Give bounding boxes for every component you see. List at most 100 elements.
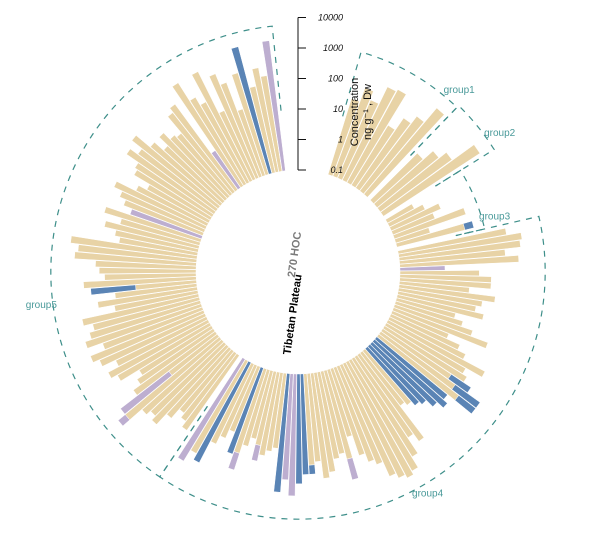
bar [177, 357, 246, 462]
bar [129, 208, 203, 240]
bar [102, 306, 204, 350]
bar [351, 124, 396, 188]
bar [339, 363, 397, 477]
bar [372, 338, 448, 409]
bar [218, 110, 256, 181]
axis-tick-label: 0.1 [330, 165, 343, 175]
bar [98, 267, 197, 274]
bar [250, 369, 274, 440]
group-label: group3 [479, 211, 511, 222]
radial-axis: 0.1 1 10 100 1000 10000 Concentration ng g⁻¹ , … [297, 13, 374, 175]
bar [332, 87, 374, 179]
bar [337, 99, 379, 181]
bar [384, 322, 467, 374]
bar [169, 134, 231, 199]
bar [227, 367, 268, 471]
bar [151, 344, 229, 425]
axis-tick-label: 1000 [323, 43, 343, 53]
bar [229, 365, 261, 433]
bar [356, 352, 425, 442]
bar [396, 294, 485, 321]
bar [389, 313, 461, 351]
bar [399, 277, 492, 290]
bar [119, 218, 201, 246]
group-outline [410, 104, 495, 187]
bar [394, 300, 464, 327]
bar [167, 112, 236, 195]
bar [345, 360, 414, 479]
bar [163, 145, 226, 204]
bar [392, 207, 467, 240]
bar [104, 272, 197, 281]
bar [189, 96, 247, 187]
bar [399, 274, 492, 283]
bar [300, 373, 310, 475]
bar [359, 115, 425, 195]
bar [364, 346, 420, 406]
bar [117, 322, 212, 382]
bar [92, 296, 201, 331]
bar [306, 372, 322, 463]
bar [150, 341, 227, 417]
bar [265, 372, 284, 452]
bar [320, 370, 345, 455]
bar [193, 360, 252, 464]
bar [258, 371, 281, 457]
bar [226, 366, 264, 455]
bar [114, 290, 199, 312]
bar [303, 373, 316, 475]
bar [326, 368, 353, 438]
bar [251, 67, 279, 173]
bar [389, 203, 442, 232]
bar [137, 148, 219, 212]
bar [380, 144, 481, 217]
bar [208, 73, 260, 180]
bar [399, 249, 506, 265]
bar [327, 98, 360, 177]
bar [385, 203, 415, 224]
bar [273, 373, 291, 493]
bar [378, 331, 481, 409]
bar [89, 300, 202, 340]
bar [391, 212, 436, 236]
bar [369, 341, 438, 408]
axis-unit: ng g⁻¹ , Dw [362, 84, 374, 140]
bar [74, 251, 197, 267]
bar [397, 227, 507, 255]
bar [169, 103, 239, 192]
bar [210, 362, 255, 445]
group-label: group5 [26, 300, 58, 311]
bar [261, 40, 286, 172]
bar [333, 366, 375, 463]
bar [369, 152, 424, 204]
bar [313, 371, 336, 473]
bar [231, 72, 269, 176]
bar [382, 325, 468, 383]
bar [367, 343, 427, 405]
bar [136, 328, 216, 385]
bar [386, 319, 486, 378]
bar [397, 290, 477, 312]
bar [323, 369, 359, 481]
bar [336, 364, 383, 465]
bar [376, 333, 477, 415]
bar [180, 351, 237, 422]
bar [126, 148, 217, 215]
group-outline [342, 51, 458, 156]
bar [397, 287, 483, 308]
axis-tick-label: 100 [328, 74, 343, 84]
bar [230, 46, 273, 175]
bar [359, 350, 405, 407]
axis-title: Concentration [349, 78, 361, 147]
bar [395, 220, 475, 248]
bar [380, 328, 472, 394]
center-label-top: 270 HOC [286, 231, 304, 278]
bar [118, 237, 199, 256]
bar [374, 336, 448, 400]
bar [181, 353, 240, 431]
bar [355, 117, 412, 191]
bar [135, 185, 209, 227]
bar [310, 372, 330, 479]
bar [115, 316, 209, 367]
bar [242, 368, 271, 447]
